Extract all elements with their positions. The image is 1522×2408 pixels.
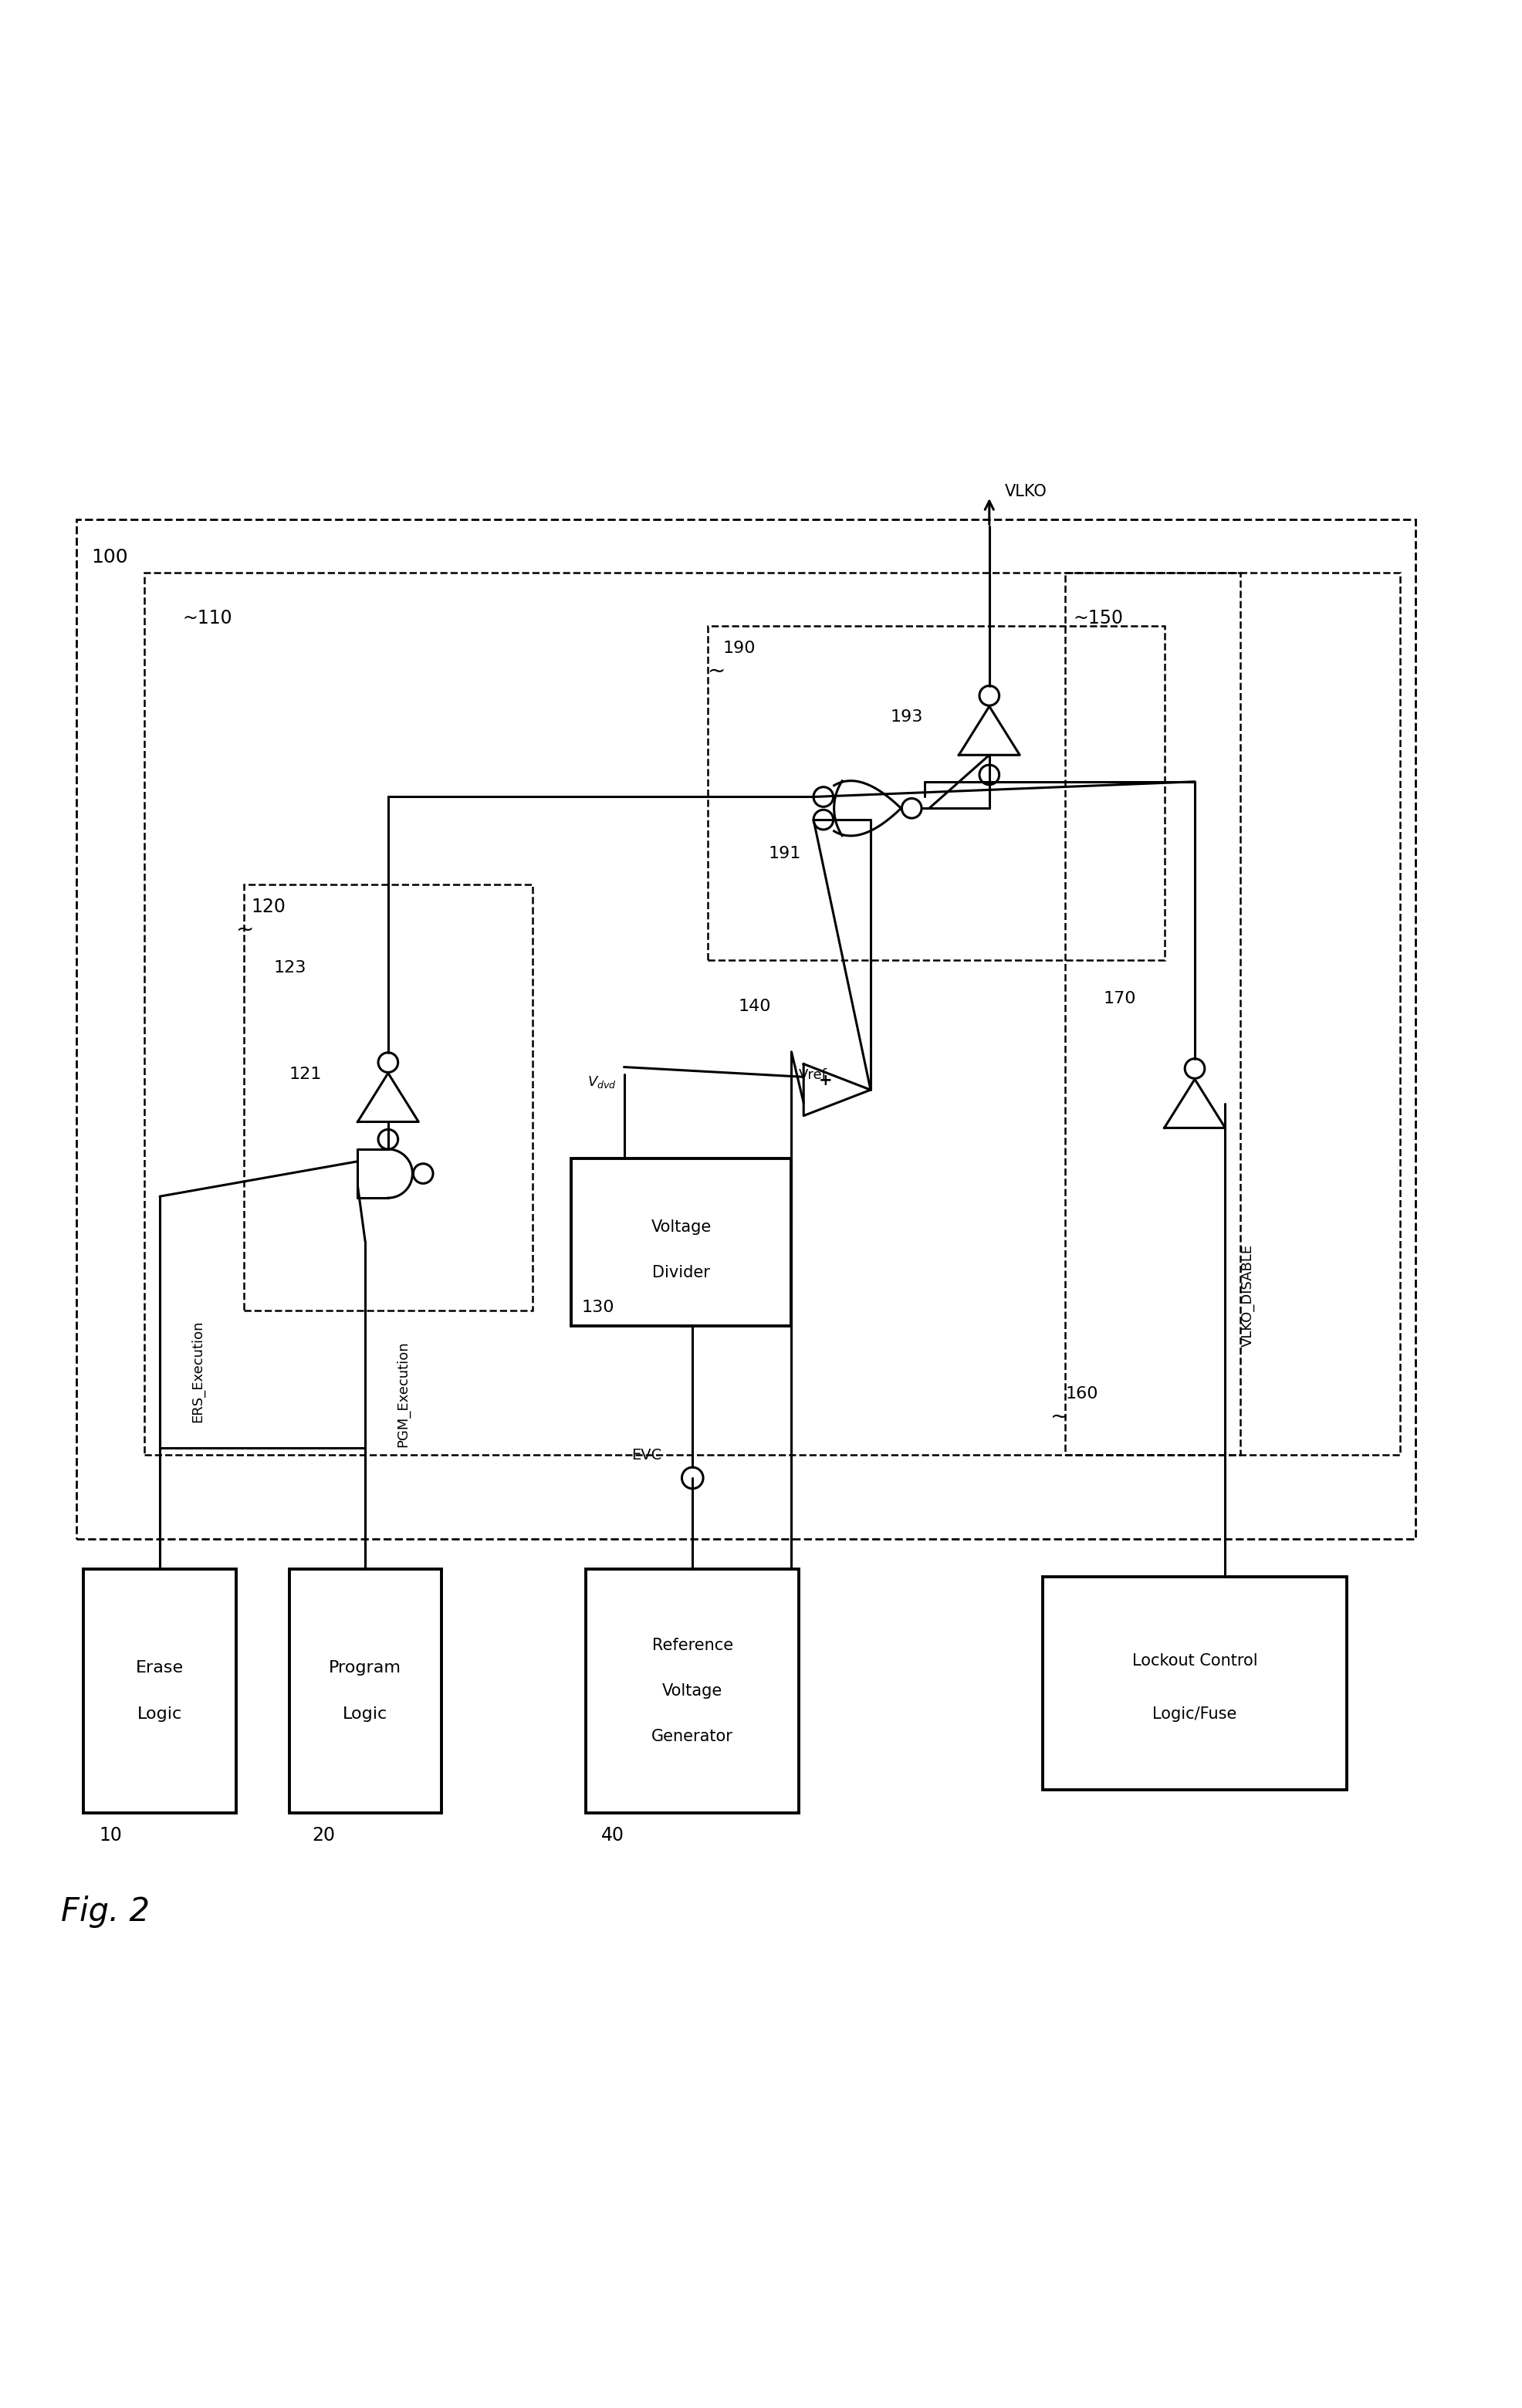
Text: ~110: ~110 bbox=[183, 609, 233, 628]
Text: Logic/Fuse: Logic/Fuse bbox=[1152, 1707, 1237, 1722]
Text: 120: 120 bbox=[251, 898, 286, 917]
Text: Fig. 2: Fig. 2 bbox=[61, 1895, 149, 1929]
Bar bbox=[1065, 573, 1400, 1454]
Text: 130: 130 bbox=[581, 1300, 615, 1315]
Text: Generator: Generator bbox=[651, 1729, 734, 1743]
Text: 160: 160 bbox=[1065, 1387, 1099, 1401]
Text: 40: 40 bbox=[601, 1825, 624, 1845]
Text: EVC: EVC bbox=[632, 1447, 662, 1462]
Text: Erase: Erase bbox=[135, 1662, 184, 1676]
Text: $V_{dvd}$: $V_{dvd}$ bbox=[587, 1074, 616, 1091]
Text: 193: 193 bbox=[890, 710, 922, 725]
Bar bbox=[76, 520, 1415, 1539]
Text: ~: ~ bbox=[1050, 1406, 1068, 1428]
Text: VLKO: VLKO bbox=[1005, 484, 1047, 498]
Text: Voltage: Voltage bbox=[651, 1218, 711, 1235]
Text: Program: Program bbox=[329, 1662, 402, 1676]
Text: ~: ~ bbox=[236, 920, 254, 942]
Bar bbox=[244, 884, 533, 1310]
Text: ~: ~ bbox=[708, 660, 726, 681]
Text: VLKO_DISABLE: VLKO_DISABLE bbox=[1240, 1245, 1256, 1346]
Text: Logic: Logic bbox=[137, 1707, 183, 1722]
Text: 20: 20 bbox=[312, 1825, 335, 1845]
Text: Reference: Reference bbox=[651, 1637, 734, 1654]
Bar bbox=[84, 1570, 236, 1813]
Text: Lockout Control: Lockout Control bbox=[1132, 1652, 1257, 1669]
Text: ~150: ~150 bbox=[1073, 609, 1123, 628]
Text: 170: 170 bbox=[1103, 990, 1137, 1007]
Text: Voltage: Voltage bbox=[662, 1683, 723, 1698]
Text: 100: 100 bbox=[91, 549, 128, 566]
Bar bbox=[145, 573, 1240, 1454]
Text: +: + bbox=[819, 1074, 833, 1088]
Text: ERS_Execution: ERS_Execution bbox=[190, 1320, 205, 1423]
Bar bbox=[289, 1570, 441, 1813]
Text: 191: 191 bbox=[769, 845, 801, 862]
Bar bbox=[586, 1570, 799, 1813]
Text: 190: 190 bbox=[723, 641, 756, 657]
Text: Divider: Divider bbox=[653, 1264, 709, 1281]
Text: 121: 121 bbox=[289, 1067, 321, 1081]
Text: Vref: Vref bbox=[799, 1069, 828, 1081]
Text: PGM_Execution: PGM_Execution bbox=[396, 1341, 411, 1447]
Text: 10: 10 bbox=[99, 1825, 122, 1845]
Text: Logic: Logic bbox=[342, 1707, 388, 1722]
Bar bbox=[708, 626, 1164, 961]
Text: 140: 140 bbox=[738, 999, 772, 1014]
Bar bbox=[1043, 1577, 1347, 1789]
Bar bbox=[571, 1158, 791, 1327]
Text: 123: 123 bbox=[274, 961, 306, 975]
